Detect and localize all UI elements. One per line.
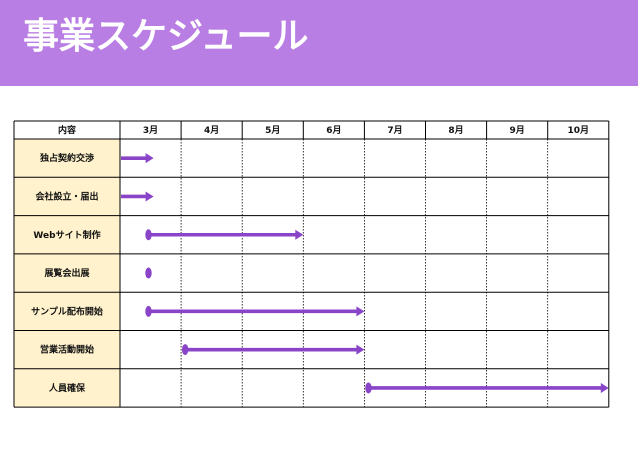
- month-header-label: 6月: [326, 125, 341, 136]
- title-banner: 事業スケジュール: [0, 0, 638, 86]
- schedule-arrowhead: [145, 191, 154, 202]
- month-header-label: 7月: [387, 125, 402, 136]
- task-label: 展覧会出展: [44, 267, 89, 279]
- schedule-start-marker: [145, 267, 152, 279]
- schedule-arrowhead: [356, 306, 365, 317]
- month-header-label: 10月: [567, 125, 589, 136]
- month-header-label: 8月: [448, 125, 463, 136]
- schedule-start-marker: [145, 305, 152, 317]
- schedule-start-marker: [365, 382, 372, 394]
- task-label: 独占契約交渉: [39, 152, 94, 164]
- task-label: サンプル配布開始: [31, 305, 103, 317]
- month-header-label: 3月: [143, 125, 158, 136]
- schedule-arrowhead: [600, 382, 609, 393]
- schedule-arrowhead: [356, 344, 365, 355]
- task-label: 営業活動開始: [40, 344, 94, 356]
- schedule-arrowhead: [145, 153, 154, 164]
- month-header-label: 9月: [510, 125, 525, 136]
- month-header-label: 5月: [265, 125, 280, 136]
- page-title: 事業スケジュール: [23, 16, 309, 57]
- schedule-start-marker: [145, 229, 152, 241]
- schedule-start-marker: [181, 344, 189, 356]
- task-label: 会社設立・届出: [35, 190, 98, 202]
- schedule-arrowhead: [295, 229, 304, 240]
- header-content-label: 内容: [58, 124, 76, 136]
- task-column-background: [14, 139, 120, 408]
- task-label: Webサイト制作: [33, 229, 100, 241]
- task-label: 人員確保: [48, 382, 86, 394]
- month-header-label: 4月: [204, 125, 219, 136]
